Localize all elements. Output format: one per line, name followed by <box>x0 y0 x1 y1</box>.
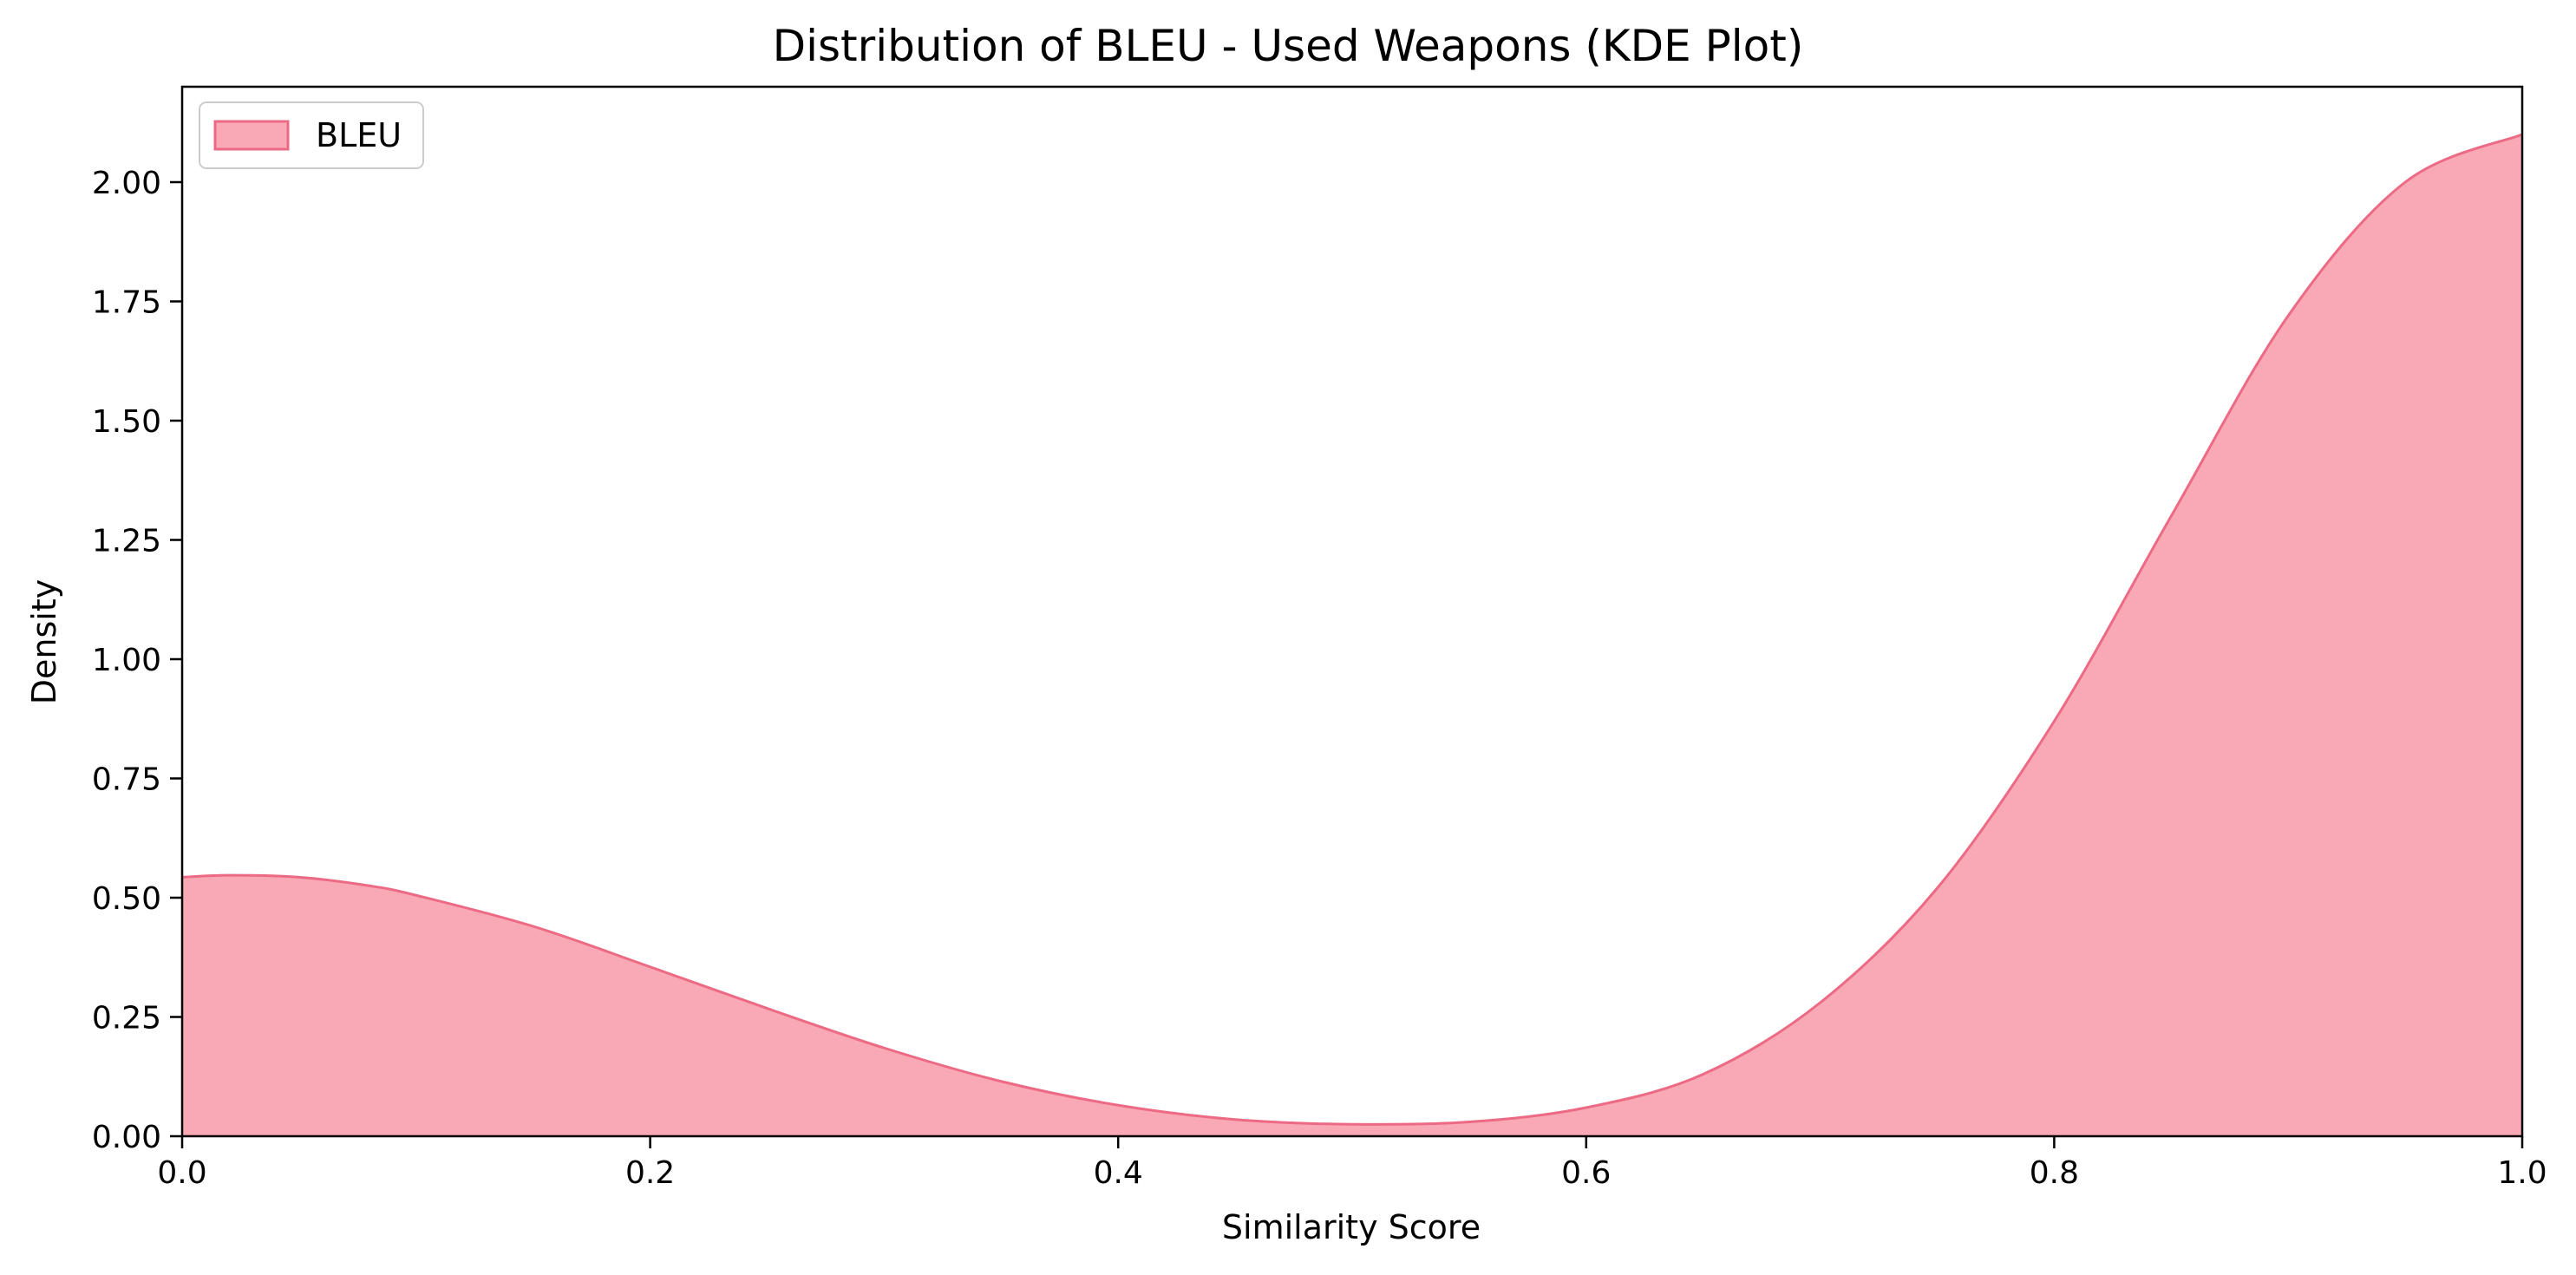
x-tick-label: 0.2 <box>625 1155 675 1191</box>
x-tick-label: 0.6 <box>1561 1155 1611 1191</box>
y-axis-label: Density <box>25 579 63 704</box>
y-tick-label: 1.00 <box>92 643 161 678</box>
y-tick-label: 1.50 <box>92 404 161 440</box>
legend-box <box>199 101 424 169</box>
y-tick-label: 1.75 <box>92 285 161 321</box>
x-tick-label: 1.0 <box>2497 1155 2547 1191</box>
series-bleu-line <box>181 133 2523 1126</box>
plot-area <box>180 85 2524 1138</box>
y-tick-label: 0.25 <box>92 1001 161 1036</box>
x-tick-label: 0.4 <box>1094 1155 1143 1191</box>
x-axis: 0.0 0.2 0.4 0.6 0.8 1.0 <box>157 1136 2547 1191</box>
y-tick-label: 0.50 <box>92 881 161 917</box>
legend-swatch-bleu <box>213 120 290 151</box>
y-tick-label: 2.00 <box>92 166 161 201</box>
legend-entry-bleu: BLEU <box>316 116 402 154</box>
x-tick-label: 0.8 <box>2030 1155 2079 1191</box>
chart-title: Distribution of BLEU - Used Weapons (KDE… <box>773 21 1804 71</box>
y-tick-label: 1.25 <box>92 524 161 559</box>
y-tick-label: 0.00 <box>92 1120 161 1155</box>
legend: BLEU <box>199 101 424 169</box>
plot-frame <box>180 85 2524 1138</box>
y-axis: 0.00 0.25 0.50 0.75 1.00 1.25 1.50 1.75 2.00 <box>92 166 182 1155</box>
x-axis-label: Similarity Score <box>1222 1208 1481 1246</box>
y-tick-label: 0.75 <box>92 762 161 798</box>
series-bleu-area <box>182 134 2522 1136</box>
x-tick-label: 0.0 <box>157 1155 206 1191</box>
